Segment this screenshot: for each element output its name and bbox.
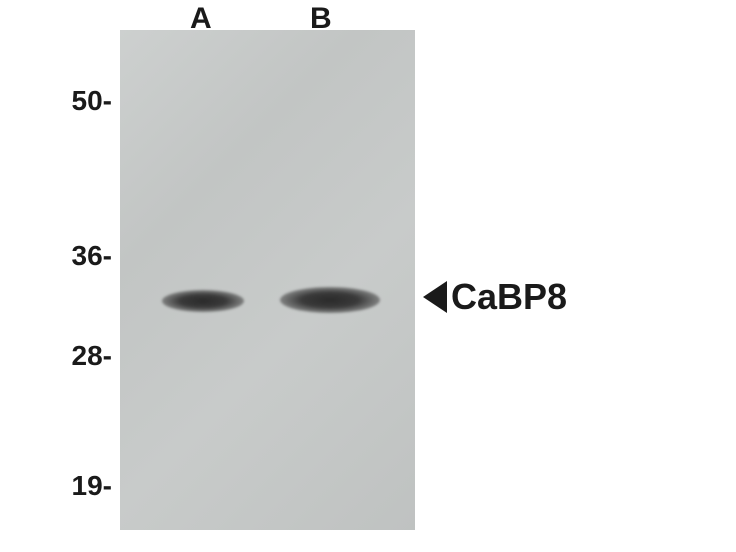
band-label-text: CaBP8 xyxy=(451,276,567,318)
blot-membrane-container xyxy=(120,30,415,530)
arrow-left-icon xyxy=(423,281,447,313)
band-lane-b xyxy=(280,287,380,313)
band-lane-a xyxy=(162,290,244,312)
mw-marker-19: 19- xyxy=(42,470,112,502)
blot-membrane xyxy=(120,30,415,530)
band-label-cabp8: CaBP8 xyxy=(423,276,567,318)
mw-marker-36: 36- xyxy=(42,240,112,272)
mw-marker-50: 50- xyxy=(42,85,112,117)
mw-marker-28: 28- xyxy=(42,340,112,372)
